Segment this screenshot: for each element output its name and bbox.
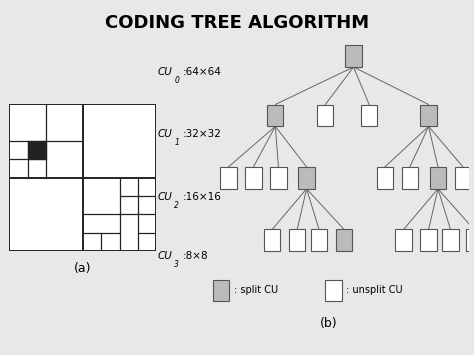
Bar — [270, 167, 287, 189]
Bar — [311, 229, 327, 251]
Text: :8×8: :8×8 — [182, 251, 208, 261]
Bar — [401, 167, 418, 189]
Bar — [267, 104, 283, 126]
Bar — [28, 141, 46, 159]
Bar — [317, 104, 334, 126]
Text: CU: CU — [158, 251, 173, 261]
Bar — [220, 167, 237, 189]
Text: 1: 1 — [174, 138, 179, 147]
Text: 2: 2 — [174, 201, 179, 210]
Bar — [245, 167, 262, 189]
Text: :32×32: :32×32 — [182, 129, 221, 139]
Text: CU: CU — [158, 129, 173, 139]
Text: (a): (a) — [74, 262, 91, 275]
Bar — [377, 167, 393, 189]
Bar — [361, 104, 377, 126]
Text: CU: CU — [158, 192, 173, 202]
Bar — [264, 229, 280, 251]
Text: 0: 0 — [174, 76, 179, 85]
Bar — [430, 167, 446, 189]
Bar — [466, 229, 474, 251]
Text: : unsplit CU: : unsplit CU — [346, 285, 403, 295]
Text: CU: CU — [158, 67, 173, 77]
Bar — [289, 229, 305, 251]
Bar — [455, 167, 471, 189]
Bar — [442, 229, 459, 251]
Text: :16×16: :16×16 — [182, 192, 221, 202]
Bar — [420, 229, 437, 251]
Bar — [213, 280, 229, 301]
Bar — [299, 167, 315, 189]
Text: (b): (b) — [319, 317, 337, 330]
Text: : split CU: : split CU — [234, 285, 278, 295]
Bar — [336, 229, 352, 251]
Bar — [420, 104, 437, 126]
Text: :64×64: :64×64 — [182, 67, 221, 77]
Bar — [325, 280, 342, 301]
Text: CODING TREE ALGORITHM: CODING TREE ALGORITHM — [105, 14, 369, 32]
Bar — [346, 45, 362, 67]
Text: 3: 3 — [174, 260, 179, 269]
Bar — [395, 229, 412, 251]
